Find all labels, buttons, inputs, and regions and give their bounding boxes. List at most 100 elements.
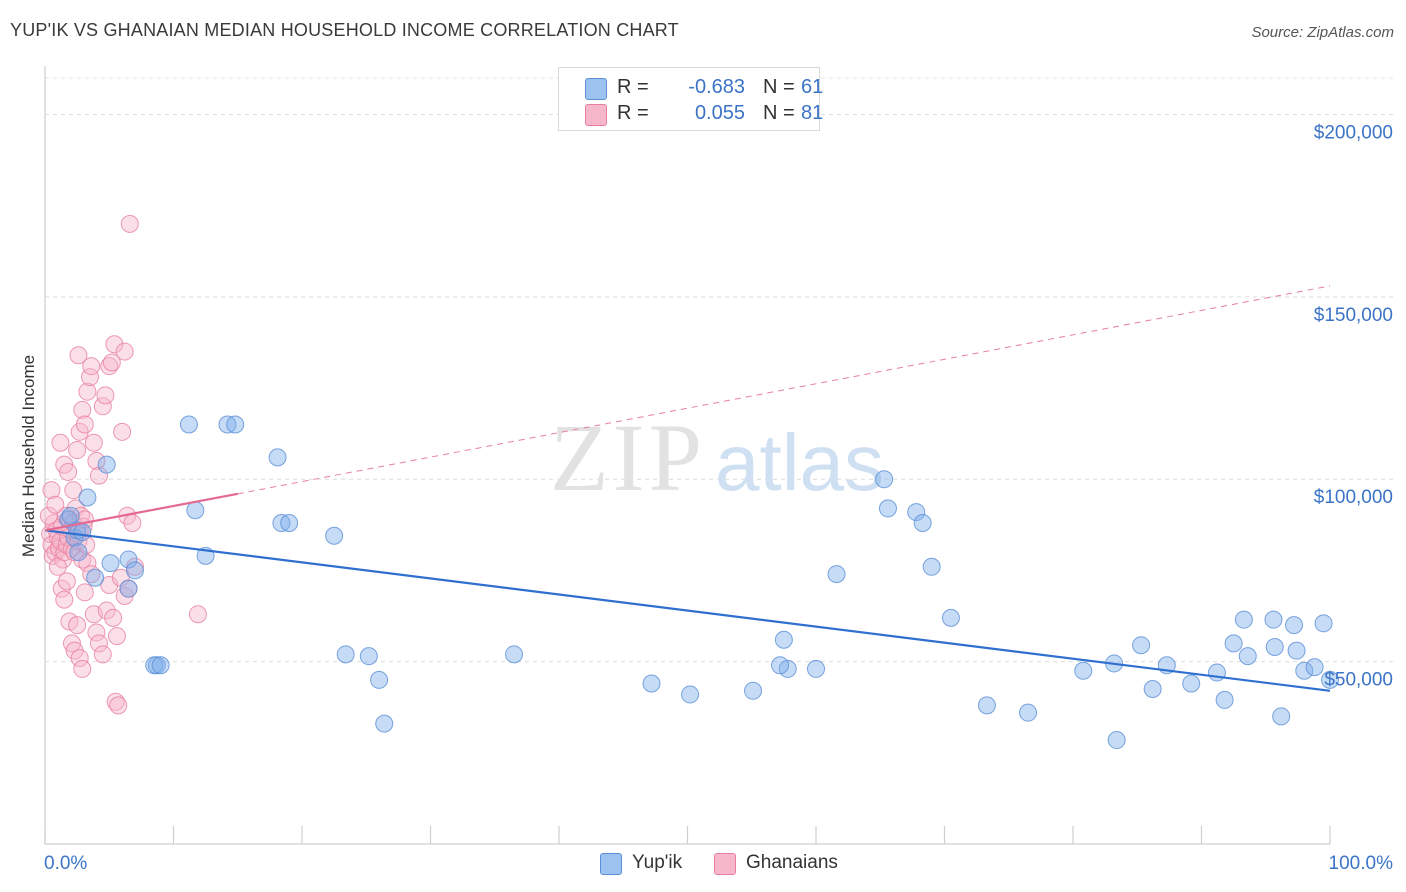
ghanaians-point [73,400,92,419]
gridlines [45,77,1394,663]
ghanaians-point [102,353,121,372]
yupik-point [907,503,926,522]
yupik-point [505,645,524,664]
r-label: R = [617,76,649,98]
ghanaians-point [39,506,58,525]
yupik-point [359,647,378,666]
yupik-point [807,659,825,678]
yupik-point [1074,661,1093,680]
yupik-trend-line [44,529,1331,692]
ghanaians-point [68,616,87,635]
yupik-point [827,565,846,584]
y-axis-label: Median Household Income [19,355,38,557]
yupik-point [1265,638,1284,657]
yupik-point [642,674,661,693]
correlation-stats-box: R = -0.683 N = 61 R = 0.055 N = 81 [558,67,824,131]
watermark-atlas: atlas [715,418,884,507]
n-label: N = [763,102,795,124]
yupik-point [1238,647,1257,666]
legend-swatch-yupik [600,853,622,875]
yupik-point [86,568,105,587]
yupik-point [375,714,394,733]
ghanaians-point [57,572,76,591]
ghanaians-point [120,214,139,233]
yupik-point [1305,658,1324,677]
ghanaians-point [96,386,115,405]
yupik-point [101,554,120,573]
yupik-point [1264,610,1283,629]
ghanaians-point [78,382,97,401]
yupik-point [325,526,344,545]
y-tick-label: $200,000 [1314,122,1393,143]
yupik-point [1107,731,1126,750]
yupik-point [771,656,790,675]
yupik-point [186,501,205,520]
n-value: 61 [801,76,824,98]
ghanaians-point [113,422,132,441]
yupik-point [1143,679,1162,698]
legend-label-yupik: Yup'ik [632,852,683,873]
ghanaians-point [75,583,94,602]
yupik-point [1285,616,1304,635]
yupik-point [69,543,88,562]
yupik-point [119,550,138,569]
y-tick-labels: $50,000 $100,000 $150,000 $200,000 [1314,122,1393,690]
yupik-point [145,656,164,675]
yupik-point [1295,661,1314,680]
yupik-point [218,415,237,434]
yupik-point [1215,690,1234,709]
ghanaians-point [69,346,88,365]
r-value: 0.055 [694,102,745,124]
x-tick-label-max: 100.0% [1329,853,1394,874]
ghanaians-point [87,452,106,470]
watermark-zip: ZIP [550,404,706,511]
ghanaians-point [73,659,92,678]
ghanaians-trend-extension [237,285,1331,495]
ghanaians-point [55,590,74,609]
x-tick-label-min: 0.0% [44,853,87,874]
ghanaians-point [109,696,128,715]
yupik-point [1314,614,1333,633]
watermark: ZIP atlas [550,404,884,511]
ghanaians-point [75,415,94,434]
yupik-swatch [585,78,607,100]
ghanaians-point [107,627,126,646]
ghanaians-point [42,481,61,500]
ghanaians-point [57,535,76,554]
n-label: N = [763,76,795,98]
ghanaians-point [115,342,134,361]
n-value: 81 [801,102,824,124]
yupik-point [272,514,291,533]
ghanaians-point [82,357,101,376]
ghanaians-point [97,601,116,620]
ghanaians-point [93,645,112,664]
ghanaians-point [105,335,124,354]
yupik-point [97,455,116,474]
ghanaians-point [104,608,123,627]
yupik-point [268,448,287,467]
yupik-point [336,645,355,664]
ghanaians-point [93,397,112,416]
yupik-point [744,681,763,700]
yupik-point [179,415,198,434]
yupik-point [875,470,894,489]
y-tick-label: $100,000 [1314,487,1393,508]
yupik-point [1224,634,1243,653]
ghanaians-swatch [585,104,607,126]
ghanaians-point [84,433,103,452]
yupik-point [1132,636,1151,655]
ghanaians-point [188,605,207,624]
yupik-point [681,685,700,704]
yupik-point [370,670,389,689]
yupik-point [226,415,245,434]
yupik-point [73,523,92,542]
ghanaians-trend-line [44,492,238,532]
yupik-point [1182,674,1201,693]
trend-lines [44,285,1331,692]
yupik-point [1321,670,1339,689]
ghanaians-point [87,623,106,642]
yupik-point [280,514,299,533]
yupik-point [151,656,170,675]
legend-swatch-ghanaians [714,853,736,875]
